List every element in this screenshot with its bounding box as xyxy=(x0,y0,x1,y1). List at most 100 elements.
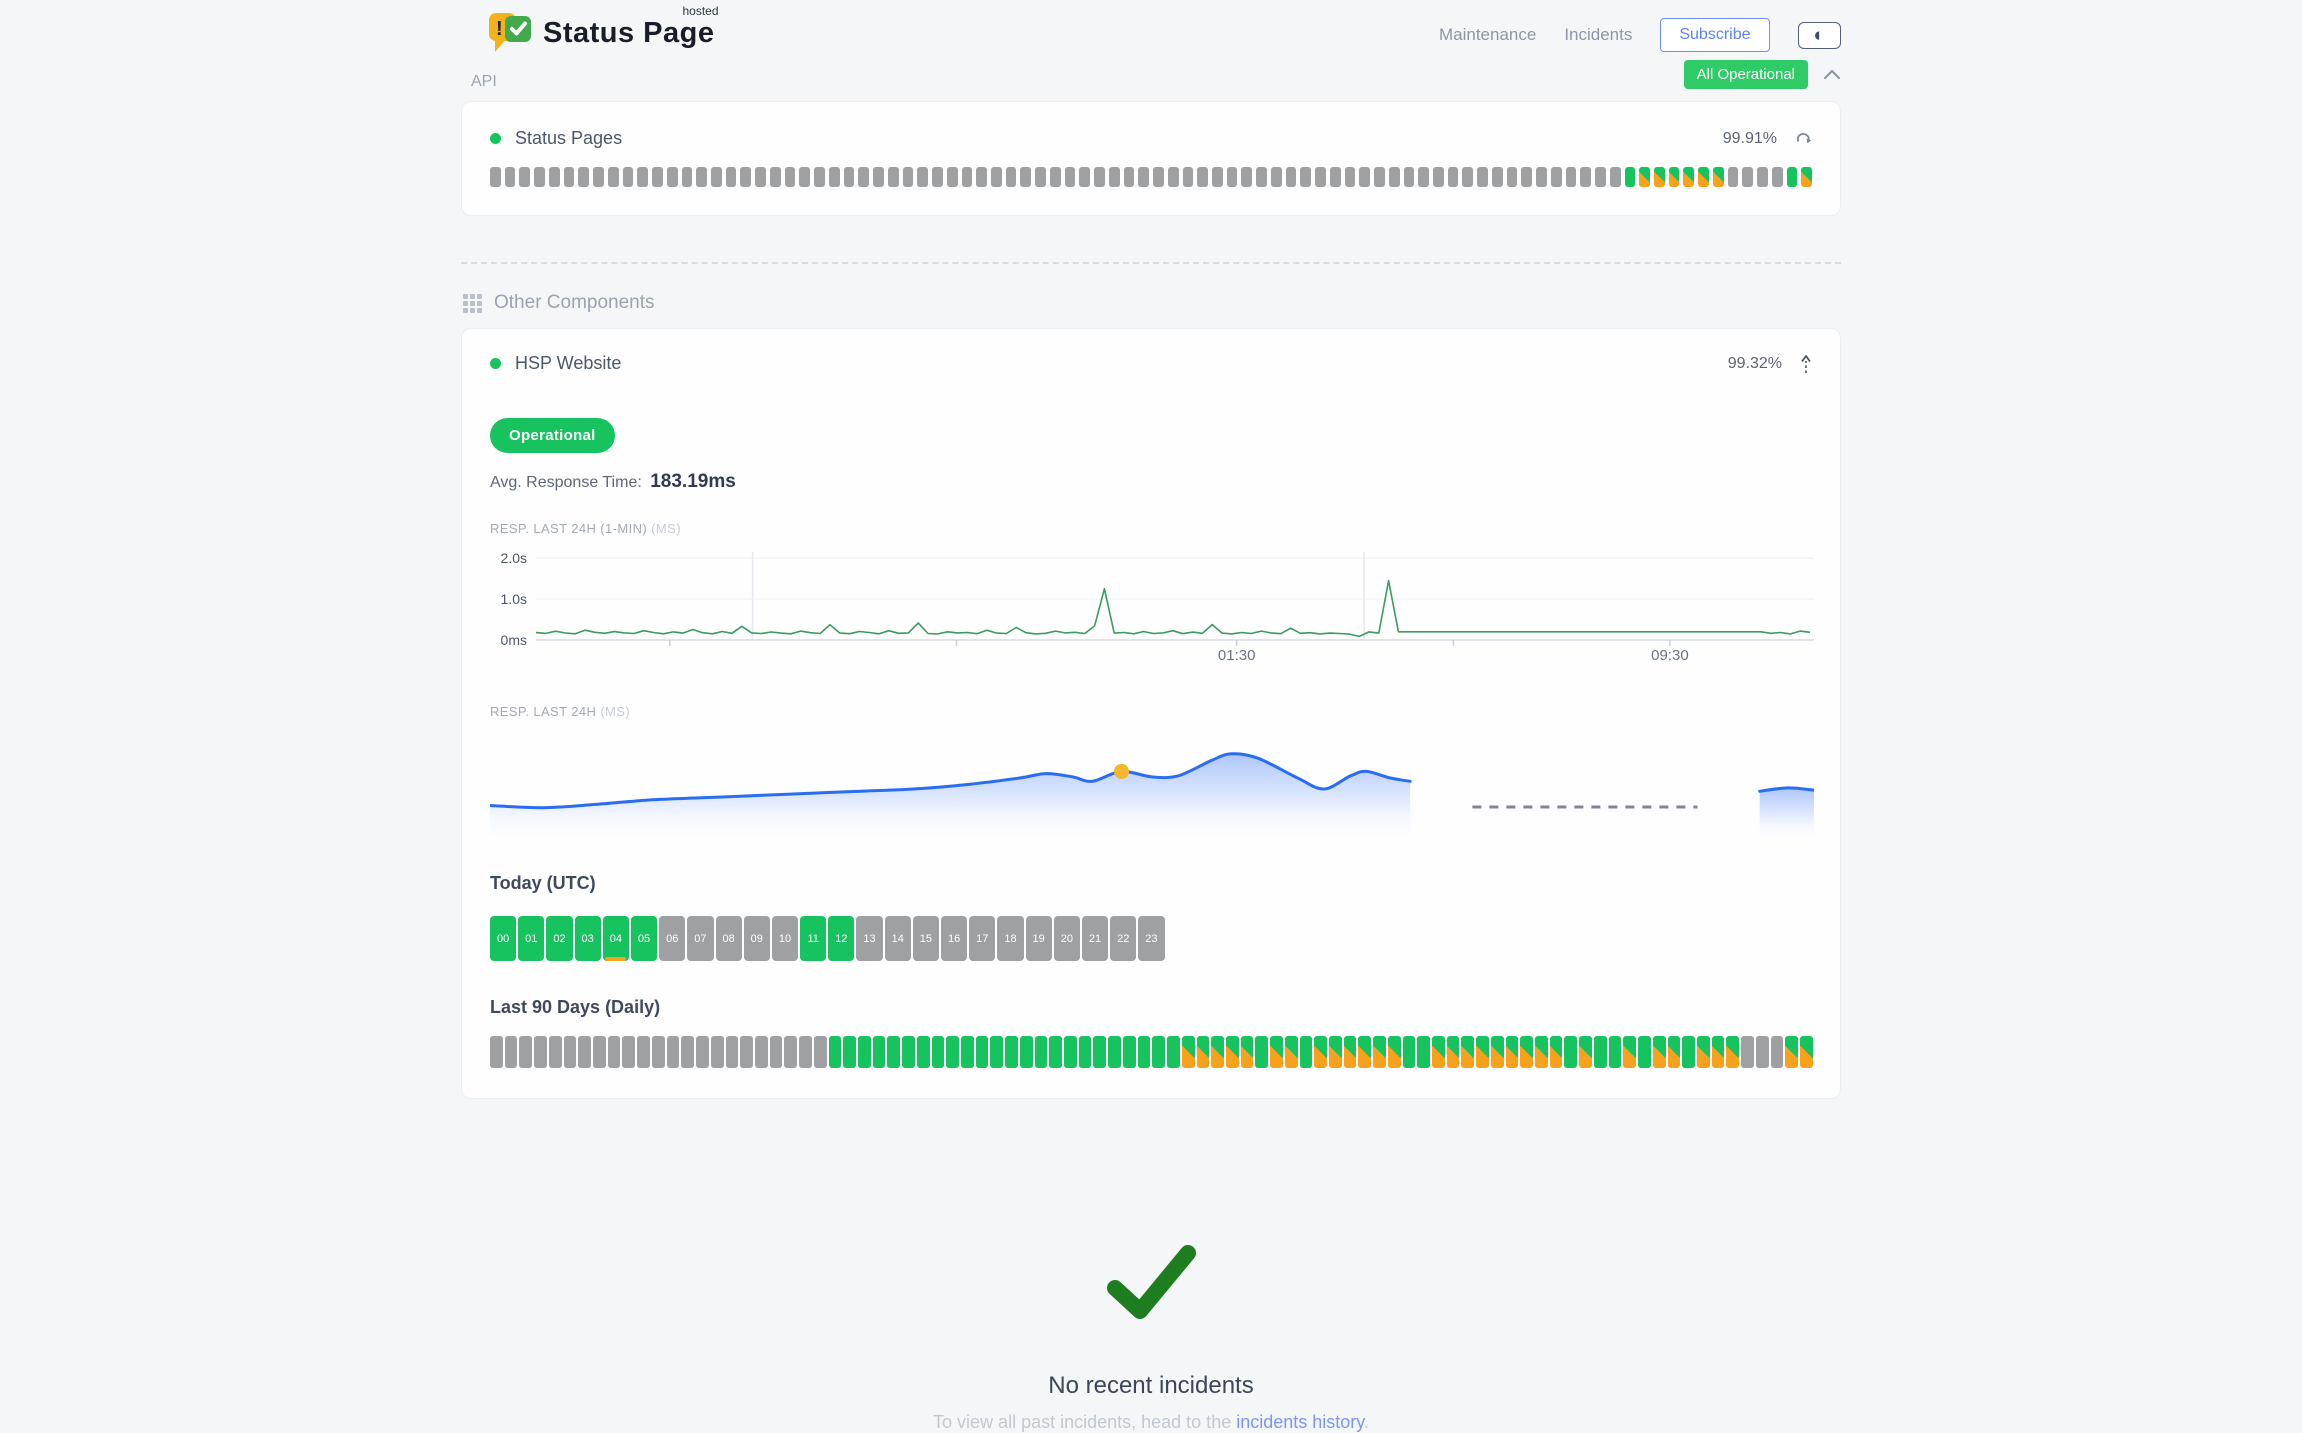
uptime-segment[interactable] xyxy=(1564,1036,1578,1068)
hour-block-03[interactable]: 03 xyxy=(574,916,601,961)
uptime-segment[interactable] xyxy=(578,1036,592,1068)
uptime-segment[interactable] xyxy=(1668,167,1680,187)
uptime-segment[interactable] xyxy=(1432,1036,1445,1068)
uptime-segment[interactable] xyxy=(857,1036,871,1068)
uptime-segment[interactable] xyxy=(873,167,884,187)
uptime-segment[interactable] xyxy=(1108,1036,1121,1068)
uptime-segment[interactable] xyxy=(519,1036,533,1068)
uptime-segment[interactable] xyxy=(1461,1036,1475,1068)
uptime-segment[interactable] xyxy=(1122,1036,1136,1068)
logo[interactable]: ! Status Page hosted xyxy=(485,4,719,56)
uptime-segment[interactable] xyxy=(1137,1036,1151,1068)
uptime-segment[interactable] xyxy=(1652,1036,1666,1068)
uptime-segment[interactable] xyxy=(1078,1036,1092,1068)
response-time-line-chart[interactable]: 2.0s 1.0s 0ms 01:30 09:30 xyxy=(490,546,1814,664)
uptime-segment[interactable] xyxy=(843,167,855,187)
uptime-segment[interactable] xyxy=(1506,167,1518,187)
uptime-segment[interactable] xyxy=(1683,167,1695,187)
uptime-segment[interactable] xyxy=(578,167,590,187)
uptime-segment[interactable] xyxy=(932,167,943,187)
uptime-segment[interactable] xyxy=(490,167,501,187)
chevron-up-icon[interactable] xyxy=(1823,69,1841,80)
uptime-segment[interactable] xyxy=(504,1036,518,1068)
hour-block-11[interactable]: 11 xyxy=(800,916,827,961)
uptime-segment[interactable] xyxy=(946,1036,959,1068)
collapse-arrow-icon[interactable] xyxy=(1800,354,1812,374)
uptime-segment[interactable] xyxy=(1094,167,1105,187)
uptime-segment[interactable] xyxy=(1639,167,1651,187)
hour-block-17[interactable]: 17 xyxy=(969,916,996,961)
uptime-segment[interactable] xyxy=(755,167,766,187)
uptime-segment[interactable] xyxy=(1152,1036,1166,1068)
hour-block-21[interactable]: 21 xyxy=(1081,916,1109,961)
uptime-segment[interactable] xyxy=(1255,1036,1269,1068)
uptime-segment[interactable] xyxy=(1742,167,1754,187)
response-time-area-chart[interactable] xyxy=(488,733,1816,837)
uptime-segment[interactable] xyxy=(1520,1036,1534,1068)
uptime-segment[interactable] xyxy=(1417,1036,1430,1068)
uptime-segment[interactable] xyxy=(976,167,987,187)
uptime-segment[interactable] xyxy=(1270,1036,1283,1068)
uptime-segment[interactable] xyxy=(593,1036,606,1068)
uptime-segment[interactable] xyxy=(828,167,840,187)
uptime-segment[interactable] xyxy=(1654,167,1665,187)
uptime-segment[interactable] xyxy=(828,1036,842,1068)
uptime-segment[interactable] xyxy=(1285,167,1297,187)
uptime-segment[interactable] xyxy=(1064,167,1076,187)
uptime-segment[interactable] xyxy=(1608,1036,1622,1068)
uptime-segment[interactable] xyxy=(1755,1036,1769,1068)
refresh-icon[interactable] xyxy=(1795,131,1812,146)
uptime-segment[interactable] xyxy=(710,1036,724,1068)
uptime-segment[interactable] xyxy=(534,167,545,187)
hour-block-19[interactable]: 19 xyxy=(1025,916,1052,961)
uptime-segment[interactable] xyxy=(769,167,781,187)
uptime-segment[interactable] xyxy=(563,167,575,187)
uptime-segment[interactable] xyxy=(916,1036,930,1068)
hour-block-09[interactable]: 09 xyxy=(743,916,770,961)
uptime-segment[interactable] xyxy=(961,167,973,187)
uptime-segment[interactable] xyxy=(593,167,604,187)
hour-block-18[interactable]: 18 xyxy=(997,916,1024,961)
uptime-segment[interactable] xyxy=(1329,167,1341,187)
uptime-segment[interactable] xyxy=(961,1036,974,1068)
uptime-segment[interactable] xyxy=(1314,1036,1327,1068)
uptime-segment[interactable] xyxy=(1521,167,1533,187)
uptime-segment[interactable] xyxy=(1197,167,1208,187)
uptime-segment[interactable] xyxy=(1328,1036,1342,1068)
uptime-segment[interactable] xyxy=(1035,167,1046,187)
uptime-segment[interactable] xyxy=(1388,167,1400,187)
uptime-segment[interactable] xyxy=(1034,1036,1048,1068)
hour-block-12[interactable]: 12 xyxy=(828,916,855,961)
uptime-segment[interactable] xyxy=(740,167,752,187)
uptime-segment[interactable] xyxy=(1167,1036,1180,1068)
uptime-segment[interactable] xyxy=(548,1036,562,1068)
uptime-segment[interactable] xyxy=(1019,1036,1033,1068)
uptime-segment[interactable] xyxy=(1550,167,1562,187)
uptime-segment[interactable] xyxy=(1565,167,1577,187)
subscribe-button[interactable]: Subscribe xyxy=(1660,18,1770,52)
uptime-segment[interactable] xyxy=(534,1036,547,1068)
uptime-segment[interactable] xyxy=(1299,1036,1313,1068)
last-90-days-bars[interactable] xyxy=(490,1036,1813,1068)
hour-block-23[interactable]: 23 xyxy=(1138,916,1165,961)
uptime-segment[interactable] xyxy=(1005,1036,1018,1068)
uptime-segment[interactable] xyxy=(622,1036,636,1068)
uptime-segment[interactable] xyxy=(946,167,958,187)
uptime-segment[interactable] xyxy=(607,167,619,187)
nav-incidents[interactable]: Incidents xyxy=(1564,25,1633,44)
uptime-segment[interactable] xyxy=(1698,167,1709,187)
uptime-segment[interactable] xyxy=(519,167,531,187)
uptime-segment[interactable] xyxy=(1712,167,1724,187)
uptime-segment[interactable] xyxy=(1505,1036,1519,1068)
uptime-segment[interactable] xyxy=(1770,1036,1784,1068)
uptime-segment[interactable] xyxy=(1123,167,1135,187)
uptime-segment[interactable] xyxy=(1609,167,1621,187)
uptime-segment[interactable] xyxy=(1181,1036,1195,1068)
uptime-segment[interactable] xyxy=(1580,167,1592,187)
uptime-segment[interactable] xyxy=(1020,167,1032,187)
uptime-segment[interactable] xyxy=(1682,1036,1695,1068)
uptime-segment[interactable] xyxy=(725,167,737,187)
uptime-segment[interactable] xyxy=(1476,1036,1489,1068)
uptime-segment[interactable] xyxy=(1167,167,1179,187)
uptime-segment[interactable] xyxy=(887,167,899,187)
